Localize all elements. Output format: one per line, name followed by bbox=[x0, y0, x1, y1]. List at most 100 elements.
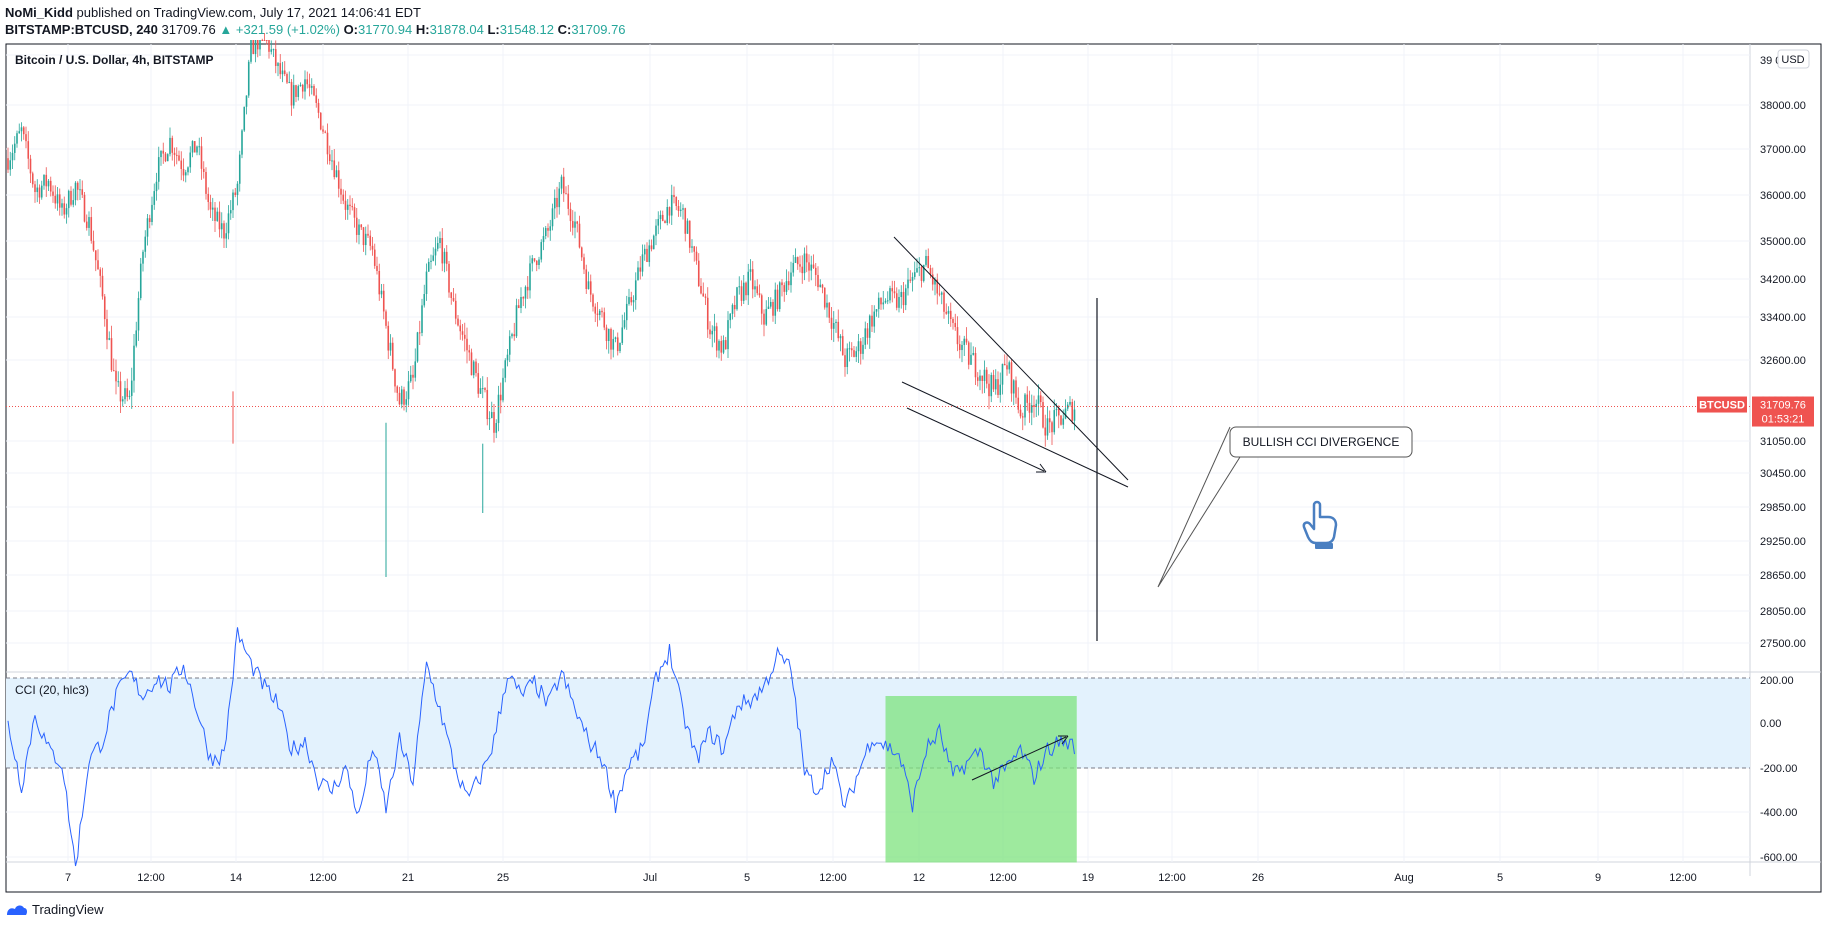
candle-body bbox=[556, 197, 558, 208]
candle-body bbox=[259, 40, 261, 50]
candle-body bbox=[31, 173, 34, 185]
candle-body bbox=[67, 190, 70, 209]
cci-tick-label: 200.00 bbox=[1760, 675, 1794, 687]
candle-body bbox=[754, 286, 756, 290]
candle-body bbox=[949, 310, 952, 320]
candle-body bbox=[205, 171, 207, 194]
candle-body bbox=[1026, 394, 1029, 403]
candle-body bbox=[943, 292, 945, 312]
candle-body bbox=[848, 348, 851, 350]
candle-body bbox=[693, 246, 696, 252]
currency-badge[interactable]: USD bbox=[1777, 49, 1810, 69]
candle-body bbox=[929, 268, 932, 275]
candle-body bbox=[1035, 403, 1038, 407]
candle-body bbox=[682, 208, 684, 210]
candle-body bbox=[862, 344, 864, 354]
countdown-text: 01:53:21 bbox=[1762, 414, 1805, 426]
time-tick-label: 9 bbox=[1595, 872, 1601, 884]
annotation-callout[interactable]: BULLISH CCI DIVERGENCE bbox=[1157, 426, 1413, 588]
candle-body bbox=[616, 337, 619, 352]
drawings[interactable] bbox=[893, 236, 1129, 781]
candle-body bbox=[499, 394, 502, 401]
candle-body bbox=[139, 263, 142, 299]
candle-body bbox=[1071, 401, 1074, 421]
candle-body bbox=[895, 293, 898, 308]
candle-body bbox=[758, 293, 761, 296]
candle-body bbox=[1033, 405, 1035, 407]
candle-body bbox=[484, 388, 486, 390]
candle-body bbox=[990, 374, 993, 397]
candle-body bbox=[763, 313, 765, 325]
candle-body bbox=[614, 337, 617, 339]
close-label: C: bbox=[557, 22, 572, 37]
price-tick-label: 38000.00 bbox=[1760, 100, 1806, 112]
candle-body bbox=[790, 272, 792, 286]
candle-body bbox=[601, 310, 603, 313]
candle-body bbox=[781, 282, 783, 286]
candle-body bbox=[589, 281, 592, 295]
candle-body bbox=[857, 341, 860, 352]
candle-body bbox=[533, 258, 536, 261]
candle-body bbox=[529, 263, 531, 291]
candle-body bbox=[227, 213, 230, 234]
candle-body bbox=[619, 342, 621, 352]
candle-body bbox=[922, 264, 925, 281]
candle-body bbox=[515, 305, 518, 337]
candle-body bbox=[198, 146, 201, 148]
candle-body bbox=[407, 381, 410, 400]
candle-body bbox=[819, 284, 822, 288]
candle-body bbox=[324, 131, 327, 133]
candle-body bbox=[776, 289, 779, 310]
candle-body bbox=[142, 251, 144, 264]
candle-body bbox=[223, 223, 225, 239]
candle-body bbox=[517, 305, 520, 309]
candle-body bbox=[29, 158, 32, 174]
candle-body bbox=[551, 208, 554, 227]
candle-body bbox=[277, 63, 279, 66]
candle-body bbox=[216, 211, 219, 221]
candle-body bbox=[13, 143, 16, 153]
candle-body bbox=[313, 86, 315, 96]
candle-body bbox=[774, 289, 777, 316]
candle-body bbox=[103, 296, 106, 320]
candle-body bbox=[733, 304, 736, 310]
candle-body bbox=[250, 40, 252, 62]
candle-body bbox=[587, 281, 590, 289]
candle-body bbox=[58, 194, 61, 208]
candle-body bbox=[504, 360, 507, 378]
axes: 38000.00 37000.00 36000.00 35000.00 34200.00… bbox=[65, 55, 1814, 884]
candle-body bbox=[713, 326, 716, 331]
candle-body bbox=[729, 313, 732, 321]
candle-body bbox=[472, 361, 475, 376]
candle-body bbox=[389, 342, 392, 351]
candles[interactable] bbox=[6, 32, 1750, 577]
candle-body bbox=[796, 257, 799, 265]
candle-body bbox=[769, 301, 772, 307]
candle-body bbox=[985, 369, 988, 384]
candle-body bbox=[925, 256, 927, 265]
candle-body bbox=[279, 63, 282, 75]
candle-body bbox=[351, 206, 354, 208]
candle-body bbox=[238, 154, 241, 184]
candle-body bbox=[493, 412, 495, 433]
candle-body bbox=[1001, 363, 1004, 385]
candle-body bbox=[760, 295, 763, 314]
candle-body bbox=[243, 106, 246, 131]
candle-body bbox=[650, 245, 653, 250]
candle-body bbox=[333, 160, 336, 178]
candle-body bbox=[1046, 418, 1049, 436]
time-tick-label: 12:00 bbox=[137, 872, 165, 884]
candle-body bbox=[416, 332, 419, 362]
candle-body bbox=[306, 79, 309, 85]
candle-body bbox=[22, 127, 25, 135]
candle-body bbox=[56, 194, 59, 204]
candle-body bbox=[166, 154, 169, 162]
candle-body bbox=[234, 192, 237, 195]
candle-body bbox=[1015, 380, 1017, 398]
candle-body bbox=[148, 218, 151, 223]
candle-body bbox=[531, 258, 534, 264]
footer-brand[interactable]: TradingView bbox=[6, 902, 104, 917]
author-name[interactable]: NoMi_Kidd bbox=[5, 5, 73, 20]
candle-body bbox=[232, 192, 234, 211]
